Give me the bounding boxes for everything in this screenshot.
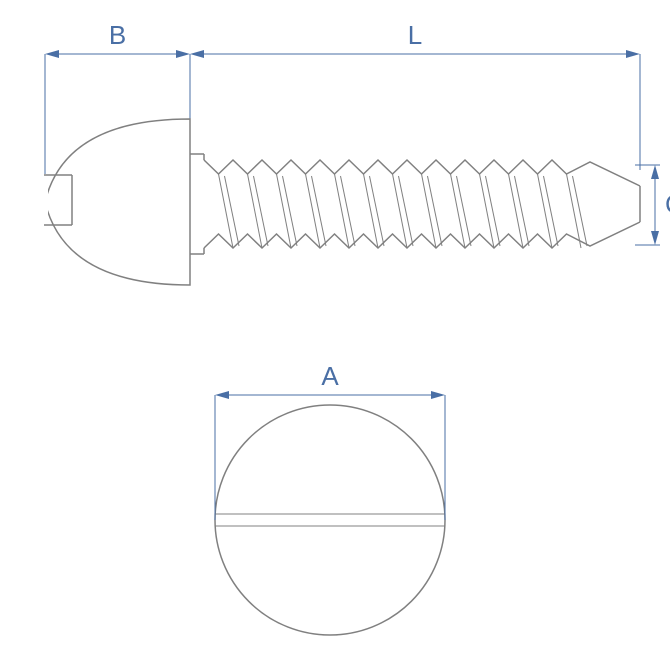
dim-b-label: B: [109, 20, 126, 50]
thread-crest-bottom: [204, 222, 640, 248]
thread-helix: [428, 176, 443, 246]
thread-helix: [486, 176, 501, 246]
dim-l-label: L: [408, 20, 422, 50]
thread-helix: [457, 176, 472, 246]
thread-helix: [341, 176, 356, 246]
thread-helix: [225, 176, 240, 246]
thread-helix: [399, 176, 414, 246]
thread-helix: [573, 176, 588, 246]
thread-helix: [544, 176, 559, 246]
screw-head-top: [215, 405, 445, 635]
slot-opening-mask: [42, 176, 48, 224]
screw-head-side: [45, 119, 190, 285]
thread-helix: [515, 176, 530, 246]
thread-helix: [254, 176, 269, 246]
thread-helix: [283, 176, 298, 246]
thread-helix: [312, 176, 327, 246]
dim-a-label: A: [321, 361, 339, 391]
thread-crest-top: [204, 160, 640, 186]
dim-c-label: C: [665, 189, 670, 219]
thread-helix: [370, 176, 385, 246]
